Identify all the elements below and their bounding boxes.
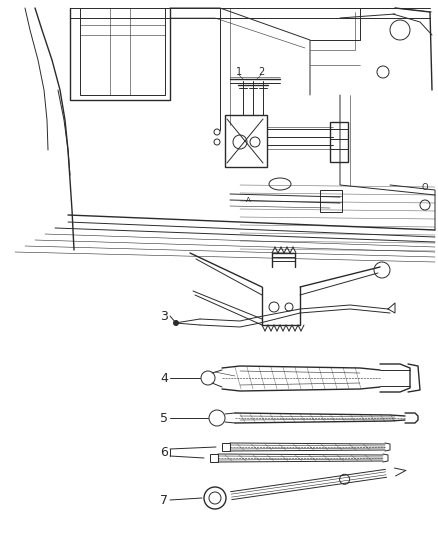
Bar bbox=[320, 190, 342, 212]
Text: 3: 3 bbox=[160, 310, 168, 322]
Text: 4: 4 bbox=[160, 372, 168, 384]
Bar bbox=[225, 115, 267, 167]
Text: O: O bbox=[422, 182, 428, 191]
Text: 6: 6 bbox=[160, 446, 168, 458]
Text: 7: 7 bbox=[160, 494, 168, 506]
Bar bbox=[330, 122, 348, 162]
Text: 1: 1 bbox=[236, 67, 242, 77]
Text: 2: 2 bbox=[258, 67, 264, 77]
Circle shape bbox=[173, 320, 179, 326]
Bar bbox=[222, 443, 230, 451]
Text: 5: 5 bbox=[160, 411, 168, 424]
Bar bbox=[210, 454, 218, 462]
Text: A: A bbox=[246, 197, 251, 203]
